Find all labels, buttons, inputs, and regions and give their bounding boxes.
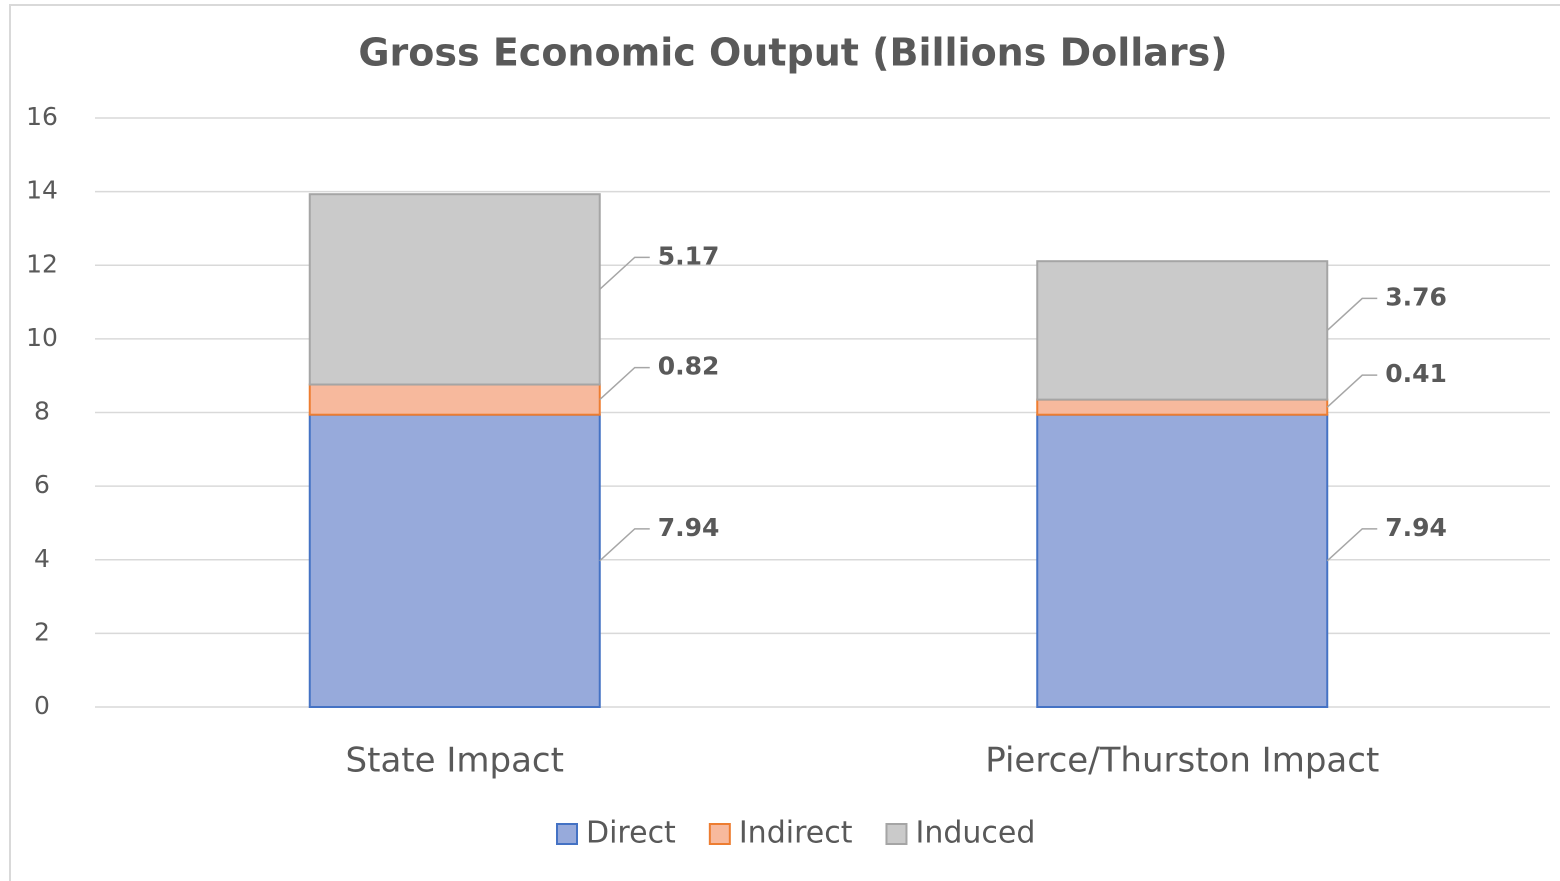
leader-line (1326, 297, 1378, 331)
legend-label: Induced (915, 816, 1035, 851)
bar-segment (308, 193, 601, 386)
bar-segment (1036, 413, 1329, 708)
data-label: 0.41 (1385, 359, 1447, 388)
y-tick-label: 2 (34, 617, 50, 646)
y-tick-label: 8 (34, 397, 50, 426)
data-label: 3.76 (1385, 282, 1447, 311)
legend-label: Direct (586, 816, 676, 851)
bar-segment (1036, 398, 1329, 416)
y-tick-label: 4 (34, 544, 50, 573)
bar-segment (1036, 260, 1329, 401)
y-tick-label: 10 (26, 323, 58, 352)
y-tick-label: 6 (34, 470, 50, 499)
leader-line (599, 528, 650, 562)
y-tick-label: 12 (26, 249, 58, 278)
data-label: 5.17 (658, 241, 720, 270)
legend-swatch (708, 823, 731, 845)
chart-border (9, 4, 1560, 881)
leader-line (1326, 528, 1378, 562)
legend-swatch (885, 823, 908, 845)
leader-line (599, 256, 650, 290)
y-tick-label: 14 (26, 176, 58, 205)
legend-label: Indirect (739, 816, 853, 851)
legend-swatch (556, 823, 578, 845)
y-tick-label: 0 (34, 691, 50, 720)
chart-title: Gross Economic Output (Billions Dollars) (358, 31, 1227, 75)
x-tick-label: State Impact (346, 741, 564, 781)
leader-line (599, 366, 650, 401)
bar-segment (308, 413, 601, 708)
leader-line (1326, 374, 1378, 408)
data-label: 7.94 (1385, 513, 1447, 542)
data-label: 0.82 (658, 352, 720, 381)
data-label: 7.94 (658, 513, 720, 542)
y-tick-label: 16 (26, 102, 58, 131)
bar-segment (308, 383, 601, 416)
x-tick-label: Pierce/Thurston Impact (985, 741, 1379, 781)
